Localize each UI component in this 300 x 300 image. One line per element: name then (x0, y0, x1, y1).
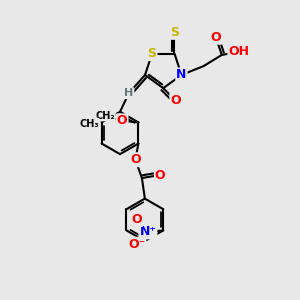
Text: CH₃: CH₃ (79, 119, 99, 129)
Text: O: O (211, 31, 221, 44)
Text: N⁺: N⁺ (140, 225, 156, 239)
Text: O: O (155, 169, 166, 182)
Text: O: O (131, 213, 142, 226)
Text: O⁻: O⁻ (128, 238, 145, 251)
Text: CH₂: CH₂ (95, 111, 115, 121)
Text: S: S (170, 26, 179, 39)
Text: O: O (117, 114, 128, 128)
Text: N: N (176, 68, 187, 81)
Text: O: O (170, 94, 181, 107)
Text: H: H (124, 88, 134, 98)
Text: S: S (148, 47, 157, 60)
Text: O: O (130, 153, 141, 166)
Text: OH: OH (228, 46, 249, 59)
